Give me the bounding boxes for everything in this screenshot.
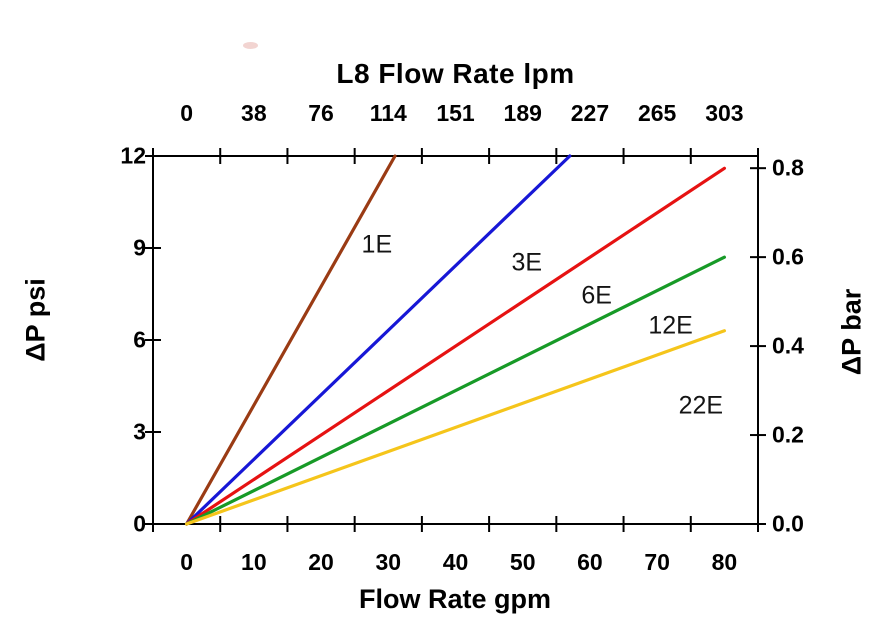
- left-tick-label-12: 12: [120, 142, 146, 169]
- right-tick-label-0.0: 0.0: [772, 510, 804, 537]
- bottom-tick-label-70: 70: [644, 549, 670, 575]
- series-label-1E: 1E: [361, 230, 393, 259]
- left-axis-title: ΔP psi: [20, 278, 51, 362]
- right-tick-label-0.6: 0.6: [772, 243, 804, 270]
- top-tick-label-38: 38: [241, 100, 267, 126]
- left-tick-label-9: 9: [133, 234, 146, 261]
- left-tick-label-6: 6: [133, 326, 146, 353]
- left-tick-label-3: 3: [133, 418, 146, 445]
- right-axis-title: ΔP bar: [836, 288, 867, 376]
- right-tick-label-0.8: 0.8: [772, 154, 804, 181]
- bottom-tick-label-60: 60: [577, 549, 603, 575]
- stray-mark: [243, 42, 258, 49]
- series-line-12E: [185, 255, 727, 526]
- series-line-6E: [185, 166, 727, 526]
- top-tick-label-265: 265: [637, 100, 677, 126]
- top-tick-label-151: 151: [436, 100, 475, 126]
- series-line-1E: [185, 154, 397, 526]
- top-tick-label-0: 0: [180, 100, 194, 126]
- top-tick-label-76: 76: [308, 100, 334, 126]
- top-tick-label-227: 227: [570, 100, 610, 126]
- series-line-22E: [185, 329, 727, 526]
- series-label-22E: 22E: [678, 391, 724, 420]
- bottom-tick-label-20: 20: [308, 549, 334, 575]
- bottom-tick-label-40: 40: [442, 549, 469, 575]
- bottom-tick-label-30: 30: [375, 549, 402, 575]
- series-label-6E: 6E: [581, 281, 612, 310]
- right-tick-label-0.2: 0.2: [772, 421, 804, 448]
- series-line-3E: [185, 154, 572, 526]
- top-tick-label-303: 303: [705, 100, 744, 126]
- top-axis-title: L8 Flow Rate lpm: [336, 58, 575, 89]
- series-label-12E: 12E: [648, 311, 693, 340]
- bottom-axis-title: Flow Rate gpm: [358, 584, 552, 614]
- left-tick-label-0: 0: [133, 510, 146, 537]
- top-tick-label-114: 114: [369, 100, 407, 126]
- bottom-tick-label-80: 80: [711, 549, 738, 575]
- bottom-tick-label-50: 50: [509, 549, 536, 575]
- top-tick-label-189: 189: [503, 100, 542, 126]
- right-tick-label-0.4: 0.4: [772, 332, 804, 359]
- bottom-tick-label-10: 10: [241, 549, 267, 575]
- bottom-tick-label-0: 0: [180, 549, 194, 575]
- series-label-3E: 3E: [511, 248, 543, 277]
